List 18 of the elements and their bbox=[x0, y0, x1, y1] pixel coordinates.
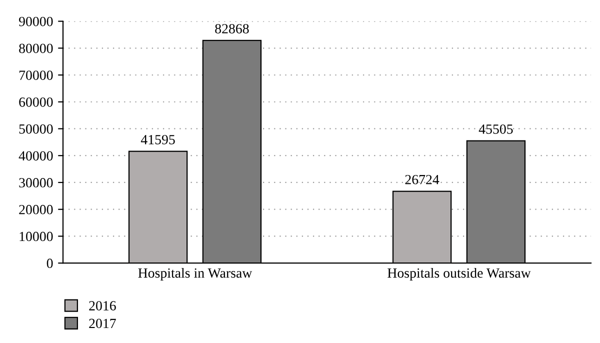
y-tick-label: 10000 bbox=[20, 232, 53, 242]
y-tick-label: 70000 bbox=[19, 70, 53, 80]
x-tick-label: Hospitals in Warsaw bbox=[138, 268, 252, 281]
legend-label: 2017 bbox=[89, 318, 116, 328]
data-label: 41595 bbox=[140, 135, 175, 144]
y-tick-label: 40000 bbox=[18, 151, 53, 161]
y-tick-label: 20000 bbox=[19, 204, 53, 214]
x-tick-label: Hospitals outside Warsaw bbox=[388, 268, 531, 281]
y-tick-label: 80000 bbox=[19, 44, 53, 54]
y-tick-label: 60000 bbox=[19, 97, 53, 107]
y-tick-label: 90000 bbox=[19, 16, 53, 26]
y-tick-label: 50000 bbox=[19, 124, 53, 134]
legend-label: 2016 bbox=[89, 301, 116, 310]
y-tick-label: 0 bbox=[46, 258, 53, 268]
y-tick-label: 30000 bbox=[19, 178, 53, 188]
data-label: 82868 bbox=[215, 24, 249, 34]
data-label: 45505 bbox=[478, 124, 513, 134]
data-label: 26724 bbox=[405, 174, 440, 184]
